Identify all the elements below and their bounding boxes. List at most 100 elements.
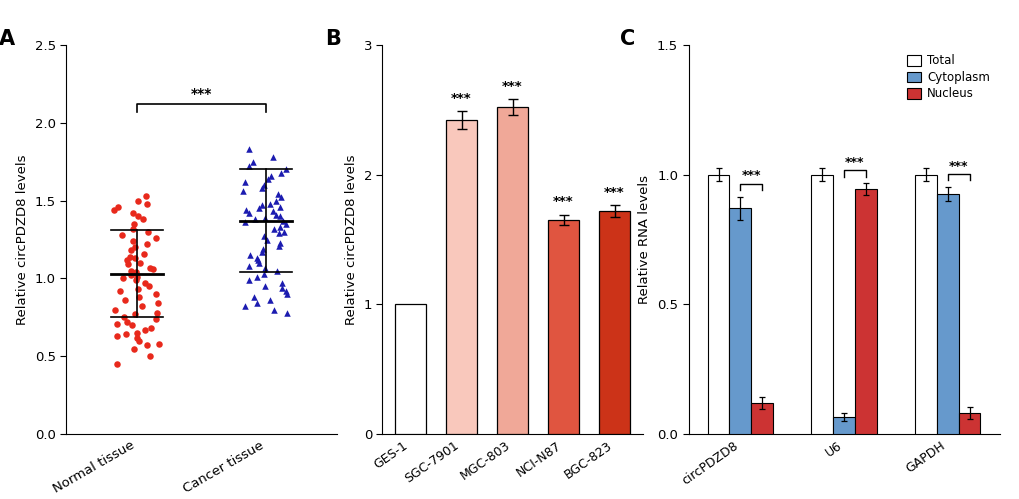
Point [236,178,253,186]
Point [110,203,126,211]
Point [249,254,265,262]
Point [136,215,152,223]
Point [256,282,272,290]
Point [125,209,142,217]
Point [126,254,143,262]
Point [240,145,257,153]
Point [272,203,288,211]
Point [240,162,257,170]
Point [269,266,285,274]
Point [125,220,142,228]
Point [266,305,282,313]
Point [271,212,287,220]
Point [109,360,125,368]
Point [273,169,289,177]
Point [139,200,155,208]
Point [137,250,153,257]
Text: ***: *** [450,92,472,105]
Point [120,260,137,268]
Bar [707,175,729,434]
Point [123,321,140,329]
Point [259,175,275,183]
Point [262,200,278,208]
Point [265,153,281,161]
Text: ***: *** [501,80,523,93]
Point [126,344,143,352]
Point [268,197,284,205]
Point [127,268,144,276]
Point [254,248,270,256]
Point [128,334,145,342]
Point [275,217,291,225]
Point [240,276,257,284]
Point [273,284,289,292]
Point [275,228,291,236]
Y-axis label: Relative RNA levels: Relative RNA levels [638,175,651,304]
Point [151,340,167,348]
Point [114,231,130,239]
Point [127,244,144,251]
Point [236,302,253,310]
Point [279,290,296,298]
Point [122,266,139,274]
Y-axis label: Relative circPDZD8 levels: Relative circPDZD8 levels [16,154,30,325]
Point [109,319,125,327]
Point [271,239,287,247]
Bar [751,403,772,434]
Legend: Total, Cytoplasm, Nucleus: Total, Cytoplasm, Nucleus [903,51,993,104]
Text: ***: *** [603,186,625,199]
Point [242,209,258,217]
Point [266,225,282,233]
Point [109,332,125,340]
Point [254,201,270,209]
Point [262,172,278,180]
Bar [914,175,935,434]
Point [237,206,254,214]
Point [115,274,131,282]
Point [141,282,157,290]
Point [127,276,144,284]
Point [129,212,146,220]
Point [131,293,148,301]
Text: ***: *** [191,87,212,101]
Point [250,256,266,264]
Point [118,256,135,264]
Point [278,287,294,295]
Point [245,158,261,166]
Point [262,296,278,304]
Point [116,296,132,304]
Point [254,184,270,192]
Point [271,223,287,231]
Text: ***: *** [741,170,760,183]
Point [142,263,158,271]
Point [145,265,161,273]
Point [106,206,122,214]
Point [265,208,281,216]
Point [122,252,139,260]
Point [247,215,263,223]
Point [107,305,123,313]
Point [139,240,155,248]
Point [256,233,272,241]
Point [115,313,131,321]
Point [259,236,275,244]
Point [242,251,258,259]
Point [269,191,285,199]
Point [278,220,294,228]
Point [257,263,273,271]
Point [267,211,283,219]
Point [125,225,142,233]
Point [148,290,164,298]
Point [250,259,266,267]
Point [143,324,159,332]
Text: ***: *** [948,160,967,173]
Point [137,279,153,287]
Point [140,341,156,349]
Point [249,273,265,281]
Point [130,337,147,345]
Point [138,192,154,200]
Point [278,309,294,317]
Point [278,166,294,174]
Bar [854,189,876,434]
Point [240,262,257,270]
